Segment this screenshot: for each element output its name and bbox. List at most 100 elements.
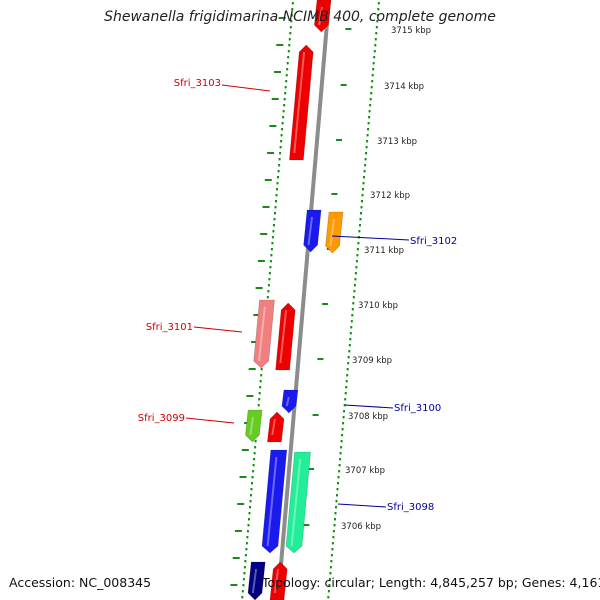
gene-sfri-3098-blue-shade — [266, 456, 278, 547]
gc-dash — [271, 98, 279, 100]
gc-dot — [361, 200, 363, 203]
gene-sfri-3100-shade — [285, 396, 290, 407]
gc-dash — [267, 152, 275, 154]
leader-sfri-3103 — [221, 84, 271, 92]
gc-dot — [348, 344, 351, 347]
leader-sfri-3099 — [185, 417, 235, 424]
gene-top-red — [313, 0, 332, 33]
coordinate-tick-mark — [322, 303, 329, 305]
gc-dot — [273, 218, 276, 221]
gc-dot — [344, 398, 347, 401]
gc-dash — [260, 233, 268, 235]
coordinate-ticks — [303, 28, 352, 526]
gene-sfri-3099-green — [245, 409, 263, 443]
gc-dot — [362, 182, 365, 185]
gene-sfri-3102-orange — [325, 211, 344, 254]
leader-sfri-3101 — [193, 326, 243, 333]
gc-dot — [369, 98, 372, 101]
gene-bottom-red — [269, 561, 288, 600]
gc-dot — [373, 50, 376, 53]
gc-dot — [374, 44, 377, 47]
gene-sfri-3103-shade — [293, 51, 306, 154]
gc-dot — [258, 392, 261, 395]
gc-dot — [287, 50, 290, 53]
gc-dot — [342, 422, 345, 425]
gc-dot — [365, 146, 368, 149]
gc-dot — [260, 374, 263, 377]
gc-dot — [283, 104, 286, 107]
gc-dot — [291, 8, 294, 11]
gc-dot — [344, 392, 347, 395]
gc-dash — [257, 260, 265, 262]
gene-sfri-3100 — [281, 389, 299, 414]
gc-dot — [285, 80, 288, 83]
coordinate-tick-mark — [340, 84, 347, 86]
accession-text: Accession: NC_008345 — [9, 575, 152, 590]
gc-dot — [281, 122, 284, 125]
gc-dot — [339, 452, 342, 455]
gc-dot — [368, 110, 371, 113]
gc-dot — [337, 476, 340, 479]
gene-label-sfri-3098: Sfri_3098 — [387, 502, 434, 513]
gc-dash — [264, 179, 272, 181]
gc-dot — [363, 170, 366, 173]
genome-backbone — [276, 0, 331, 600]
tick-label-3714: 3714 kbp — [384, 82, 424, 92]
gc-dot — [354, 272, 357, 275]
gc-dash — [253, 314, 261, 316]
gc-dot — [252, 470, 255, 473]
gc-dot — [373, 56, 376, 59]
gc-dot — [281, 128, 284, 131]
gc-dot — [244, 560, 247, 563]
gc-dot — [280, 134, 283, 137]
gc-dot — [249, 500, 252, 503]
gc-dot — [271, 242, 274, 245]
gc-dot — [372, 68, 375, 71]
gc-dot — [268, 272, 271, 275]
gc-dot — [360, 206, 363, 209]
gene-sfri-3102-orange-shade — [329, 218, 335, 247]
gc-dot — [338, 464, 341, 467]
gc-dot — [367, 122, 370, 125]
gc-dot — [274, 206, 277, 209]
gc-dot — [346, 374, 349, 377]
gc-dot — [283, 98, 286, 101]
gc-dot — [349, 338, 352, 341]
gc-dot — [279, 146, 282, 149]
gc-dot — [280, 140, 283, 143]
gc-dot — [342, 416, 345, 419]
gc-dot — [328, 578, 331, 581]
gc-dot — [358, 230, 361, 233]
gc-dot — [352, 302, 355, 305]
gc-dash — [241, 449, 249, 451]
gc-dot — [287, 56, 290, 59]
gc-dot — [352, 296, 355, 299]
gene-sfri-3099-red — [267, 411, 285, 443]
tick-label-3715: 3715 kbp — [391, 26, 431, 36]
gc-dot — [289, 26, 292, 29]
gc-dot — [375, 26, 378, 29]
gc-dot — [362, 188, 364, 191]
gc-dot — [284, 86, 287, 89]
gc-dot — [278, 158, 281, 161]
gc-dash — [248, 368, 256, 370]
gc-dot — [343, 410, 346, 413]
gc-dot — [254, 440, 257, 443]
gene-sfri-3099-red-shade — [271, 418, 276, 436]
gc-dash — [262, 206, 270, 208]
gene-sfri-3103 — [289, 44, 314, 161]
coordinate-tick-mark — [345, 28, 352, 30]
gc-dot — [370, 86, 373, 89]
gc-dot — [257, 404, 260, 407]
gc-dot — [341, 428, 344, 431]
gc-dot — [270, 254, 273, 257]
gc-dot — [291, 2, 294, 5]
gc-dot — [360, 212, 362, 215]
gc-dash — [276, 44, 284, 46]
gc-dot — [242, 584, 245, 587]
gc-dot — [270, 248, 273, 251]
gc-dot — [245, 548, 248, 551]
gc-dash — [278, 17, 286, 19]
gc-dot — [244, 554, 247, 557]
